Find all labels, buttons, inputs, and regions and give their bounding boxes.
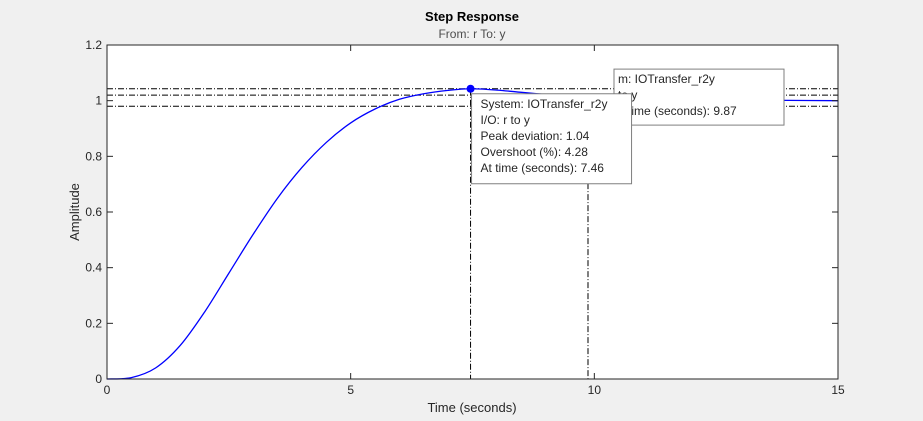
datatip-line: System: IOTransfer_r2y	[481, 97, 608, 111]
peak-marker[interactable]	[466, 84, 475, 93]
x-tick-label: 15	[831, 383, 845, 397]
datatip-line: Peak deviation: 1.04	[481, 129, 590, 143]
x-tick-label: 10	[588, 383, 602, 397]
y-tick-label: 0	[95, 372, 102, 386]
datatip-line: Overshoot (%): 4.28	[481, 145, 589, 159]
datatip-settling: m: IOTransfer_r2yto yg time (seconds): 9…	[613, 68, 785, 126]
datatip-line: At time (seconds): 7.46	[481, 161, 605, 175]
datatip-line: m: IOTransfer_r2y	[618, 72, 715, 86]
datatip-line: g time (seconds): 9.87	[618, 104, 737, 118]
chart-subtitle: From: r To: y	[438, 27, 505, 41]
y-tick-label: 0.2	[85, 316, 102, 330]
chart-title: Step Response	[425, 9, 519, 24]
x-axis-label: Time (seconds)	[427, 400, 516, 415]
y-tick-label: 0.6	[85, 205, 102, 219]
datatip-box	[471, 93, 633, 185]
datatip-peak: System: IOTransfer_r2y I/O: r to y Peak de…	[466, 84, 633, 185]
datatip-line: I/O: r to y	[481, 113, 530, 127]
y-tick-label: 0.8	[85, 149, 102, 163]
x-tick-label: 0	[104, 383, 111, 397]
y-axis-label: Amplitude	[67, 183, 82, 241]
y-tick-label: 0.4	[85, 261, 102, 275]
y-tick-label: 1.2	[85, 38, 102, 52]
x-tick-label: 5	[347, 383, 354, 397]
axis-ticks: 0 5 10 15 0 0.2 0.4 0.6 0.8 1 1.2	[85, 38, 845, 397]
datatip-box	[613, 68, 785, 126]
y-tick-label: 1	[95, 94, 102, 108]
